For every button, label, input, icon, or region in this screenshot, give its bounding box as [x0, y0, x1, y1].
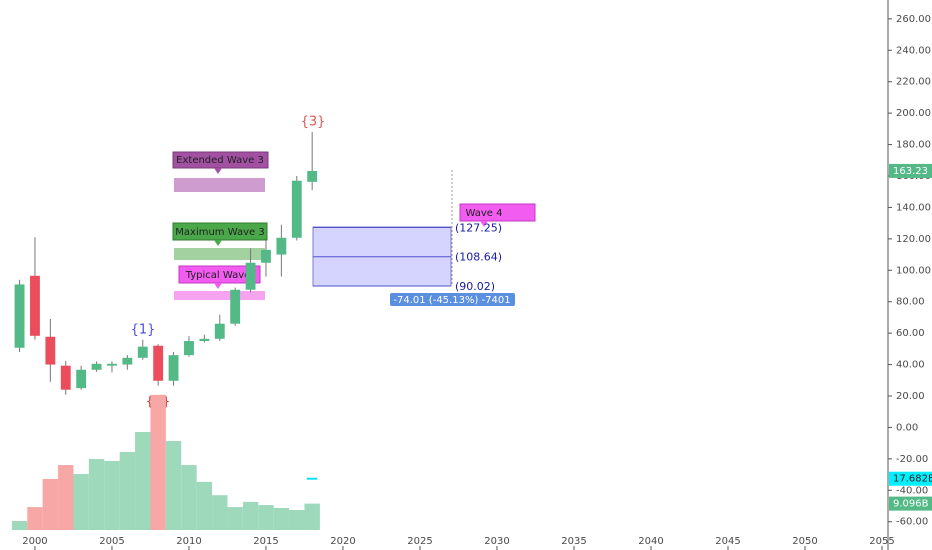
y-tick-label: 0.00: [896, 422, 918, 433]
candle-body: [261, 249, 271, 263]
volume-bar: [258, 505, 274, 530]
x-tick-label: 2025: [407, 536, 432, 547]
candle-body: [245, 262, 256, 290]
candle-body: [230, 289, 241, 324]
volume-bar: [242, 501, 259, 530]
typical-zone: [174, 291, 265, 300]
y-tick-label: 100.00: [896, 265, 931, 276]
maximum-zone: [174, 248, 265, 260]
volume-bar: [181, 465, 197, 530]
x-tick-label: 2015: [253, 536, 278, 547]
pointer: [214, 283, 222, 289]
candle-body: [60, 365, 71, 390]
volume-bar: [227, 507, 243, 530]
candle-body: [76, 369, 87, 389]
candle-body: [291, 180, 302, 238]
wave4-label: Wave 4: [466, 208, 503, 219]
volume-bar: [135, 431, 151, 530]
volume-bar: [212, 495, 228, 530]
y-tick-label: -60.00: [896, 517, 928, 528]
volume-bar: [88, 458, 105, 530]
maximum-label: Maximum Wave 3: [175, 227, 264, 238]
candle-body: [184, 341, 194, 356]
wave4-box: [459, 203, 536, 222]
axis-tag: [889, 496, 932, 511]
volume-bar: [273, 507, 290, 530]
y-tick-label: 120.00: [896, 234, 931, 245]
y-tick-label: 260.00: [896, 14, 931, 25]
y-tick-label: 40.00: [896, 360, 925, 371]
candle-body: [199, 338, 210, 341]
marks: 2000 2005 2010 2015 2020 2025 2030 2035 2040 2045…: [11, 132, 895, 547]
measure-label: -74.01 (-45.13%) -7401: [393, 295, 510, 306]
pointer: [214, 240, 222, 246]
volume-bar: [73, 474, 89, 530]
volume-bar: [289, 509, 305, 530]
axis-tag: [889, 471, 932, 486]
typical-label: Typical Wave: [185, 270, 251, 281]
axis-tag-label: 163.23: [893, 166, 928, 177]
volume-bar: [165, 440, 182, 530]
y-tick-label: 60.00: [896, 328, 925, 339]
candle-body: [45, 336, 56, 365]
y-tick-label: 140.00: [896, 202, 931, 213]
volume-bar: [304, 503, 320, 530]
volume-bar: [58, 465, 74, 530]
candle-body: [91, 363, 102, 370]
volume-bar: [104, 460, 120, 530]
x-tick-label: 2055: [869, 536, 894, 547]
x-tick-label: 2040: [638, 536, 663, 547]
candle-body: [30, 275, 40, 336]
candle-body: [14, 284, 25, 348]
extended-label: Extended Wave 3: [176, 155, 264, 166]
volume-bar: [119, 451, 136, 530]
x-tick-label: 2000: [22, 536, 47, 547]
candle-body: [107, 363, 117, 366]
y-tick-label: 180.00: [896, 140, 931, 151]
y-tick-label: 200.00: [896, 108, 931, 119]
extended-zone: [174, 178, 265, 192]
x-tick-label: 2030: [484, 536, 509, 547]
y-tick-label: 220.00: [896, 77, 931, 88]
x-tick-label: 2020: [330, 536, 355, 547]
candle-body: [276, 237, 287, 255]
volume-bar: [196, 481, 213, 530]
volume-bar: [150, 394, 166, 530]
pointer: [480, 221, 488, 227]
level-label: (108.64): [455, 251, 502, 264]
y-tick-label: -40.00: [896, 485, 928, 496]
volume-bar: [42, 478, 59, 530]
axis-tag-label: 17.682B: [893, 474, 932, 485]
volume-bar: [27, 507, 43, 530]
axis-tag-label: 9.096B: [893, 499, 929, 510]
volume-bar: [11, 521, 28, 530]
wave-label: {3}: [301, 115, 326, 130]
x-tick-label: 2010: [176, 536, 201, 547]
x-tick-label: 2045: [715, 536, 740, 547]
level-label: (90.02): [455, 280, 495, 293]
y-tick-label: 20.00: [896, 391, 925, 402]
candle-body: [214, 323, 225, 339]
price-axis-panel: [888, 0, 932, 550]
axis-tag: [889, 163, 932, 178]
candle-body: [307, 170, 318, 182]
candle-body: [122, 357, 133, 365]
pointer: [214, 168, 222, 174]
candle-body: [168, 355, 179, 381]
y-tick-label: 240.00: [896, 45, 931, 56]
y-tick-label: -20.00: [896, 454, 928, 465]
y-tick-label: 80.00: [896, 297, 925, 308]
x-tick-label: 2050: [792, 536, 817, 547]
candle-body: [137, 346, 148, 358]
wave-label: {1}: [131, 323, 156, 338]
candle-body: [153, 345, 164, 381]
x-tick-label: 2005: [99, 536, 124, 547]
level-label: (127.25): [455, 221, 502, 234]
measure-box: [390, 293, 515, 306]
x-tick-label: 2035: [561, 536, 586, 547]
